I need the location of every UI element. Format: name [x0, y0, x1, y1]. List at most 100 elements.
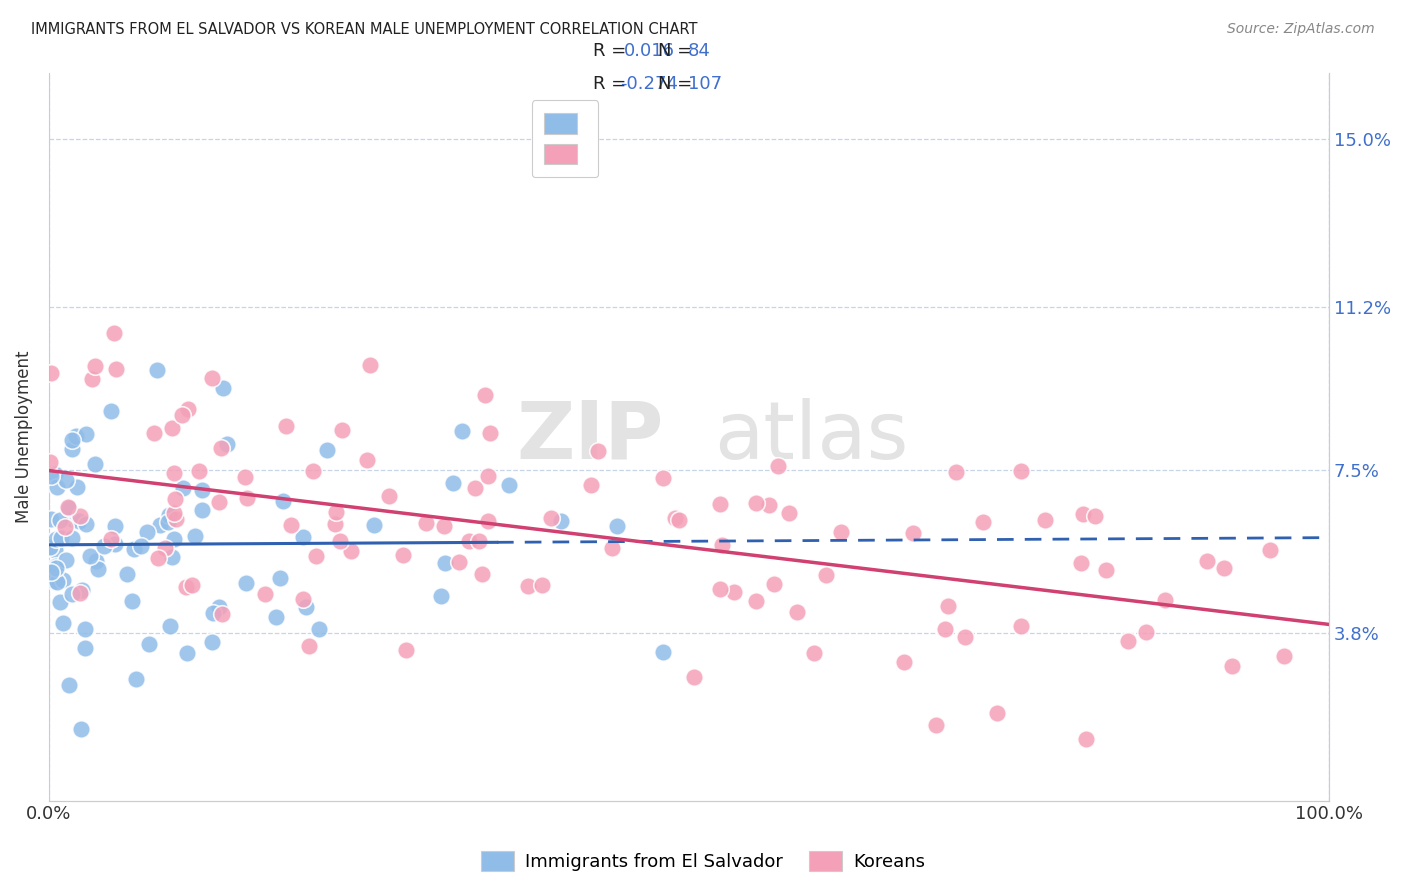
Point [682, 670, 704, 684]
Point [356, 453, 378, 467]
Point [174, 580, 197, 594]
Text: IMMIGRANTS FROM EL SALVADOR VS KOREAN MALE UNEMPLOYMENT CORRELATION CHART: IMMIGRANTS FROM EL SALVADOR VS KOREAN MA… [31, 22, 697, 37]
Point [211, 607, 233, 621]
Point [70, 723, 93, 737]
Point [235, 575, 257, 590]
Y-axis label: Male Unemployment: Male Unemployment [15, 351, 32, 523]
Point [477, 469, 499, 483]
Point [745, 593, 768, 607]
Point [84, 457, 107, 471]
Point [449, 555, 471, 569]
Point [125, 673, 148, 687]
Point [75, 516, 97, 531]
Point [165, 512, 187, 526]
Point [1076, 732, 1098, 747]
Point [156, 516, 179, 530]
Point [135, 524, 157, 539]
Point [945, 465, 967, 479]
Point [329, 533, 352, 548]
Point [517, 579, 540, 593]
Point [215, 437, 238, 451]
Point [936, 599, 959, 614]
Point [778, 506, 800, 520]
Point [67, 514, 90, 528]
Point [60, 512, 83, 526]
Point [201, 606, 224, 620]
Point [55, 473, 77, 487]
Text: -0.274: -0.274 [620, 75, 678, 93]
Point [1010, 463, 1032, 477]
Text: atlas: atlas [714, 398, 908, 475]
Point [155, 541, 177, 555]
Point [830, 524, 852, 539]
Point [75, 622, 97, 636]
Point [934, 622, 956, 636]
Point [316, 442, 339, 457]
Point [39, 367, 62, 381]
Point [191, 503, 214, 517]
Point [467, 533, 489, 548]
Text: ZIP: ZIP [516, 398, 664, 475]
Point [38, 541, 60, 555]
Text: 0.016: 0.016 [624, 42, 675, 60]
Point [121, 593, 143, 607]
Point [66, 480, 89, 494]
Point [745, 496, 768, 510]
Point [49, 595, 72, 609]
Point [433, 518, 456, 533]
Point [1258, 542, 1281, 557]
Point [39, 469, 62, 483]
Point [606, 519, 628, 533]
Point [803, 647, 825, 661]
Point [377, 489, 399, 503]
Point [450, 424, 472, 438]
Point [758, 498, 780, 512]
Point [163, 533, 186, 547]
Point [211, 382, 233, 396]
Point [972, 515, 994, 529]
Point [305, 549, 328, 563]
Point [1272, 649, 1295, 664]
Point [1033, 513, 1056, 527]
Point [172, 481, 194, 495]
Point [893, 656, 915, 670]
Point [479, 425, 502, 440]
Point [53, 519, 76, 533]
Point [1154, 593, 1177, 607]
Point [395, 643, 418, 657]
Legend: , : , [531, 100, 599, 178]
Point [103, 326, 125, 340]
Point [115, 566, 138, 581]
Point [925, 718, 948, 732]
Point [157, 508, 180, 522]
Text: R =: R = [593, 42, 627, 60]
Point [93, 539, 115, 553]
Point [44, 561, 66, 575]
Point [1135, 625, 1157, 640]
Point [70, 582, 93, 597]
Point [723, 585, 745, 599]
Point [138, 637, 160, 651]
Point [1010, 619, 1032, 633]
Point [588, 444, 610, 458]
Point [339, 543, 361, 558]
Point [146, 550, 169, 565]
Point [60, 442, 83, 456]
Point [187, 464, 209, 478]
Text: R =: R = [593, 75, 627, 93]
Point [953, 630, 976, 644]
Point [359, 359, 381, 373]
Text: N =: N = [658, 42, 692, 60]
Point [201, 371, 224, 385]
Point [60, 531, 83, 545]
Point [330, 423, 353, 437]
Point [391, 549, 413, 563]
Point [236, 491, 259, 505]
Point [302, 464, 325, 478]
Point [710, 538, 733, 552]
Point [1195, 554, 1218, 568]
Point [58, 678, 80, 692]
Point [986, 706, 1008, 720]
Point [363, 518, 385, 533]
Point [208, 495, 231, 509]
